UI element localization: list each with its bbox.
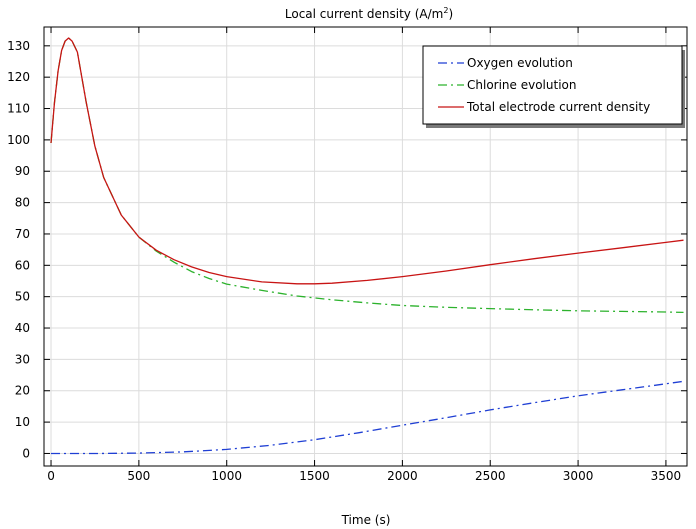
chart-title-end: ) [448,7,453,21]
x-tick-label: 1000 [211,469,242,483]
legend: Oxygen evolution Chlorine evolution Total … [422,45,685,128]
x-axis-title: Time (s) [341,513,391,527]
series-line-oxygen-evolution [51,380,684,455]
chart-title-main: Local current density (A/m [285,7,443,21]
chart-title: Local current density (A/m2) [285,6,453,21]
legend-box [422,45,683,125]
y-tick-label: 100 [7,133,30,147]
y-tick-label: 40 [15,321,30,335]
chart-title-superscript: 2 [443,6,448,15]
legend-label: Total electrode current density [466,100,650,114]
y-tick-label: 130 [7,39,30,53]
x-tick-label: 2500 [475,469,506,483]
y-tick-label: 20 [15,384,30,398]
legend-entries: Oxygen evolution Chlorine evolution Total … [438,56,650,114]
x-tick-label: 3000 [563,469,594,483]
plot-frame [43,26,688,467]
y-tick-label: 50 [15,290,30,304]
x-tick-label: 3500 [651,469,682,483]
y-tick-label: 60 [15,258,30,272]
y-tick-label: 120 [7,70,30,84]
y-tick-label: 90 [15,164,30,178]
legend-label: Oxygen evolution [467,56,573,70]
x-tick-label: 2000 [387,469,418,483]
y-tick-label: 70 [15,227,30,241]
legend-label: Chlorine evolution [467,78,576,92]
y-tick-label: 0 [22,446,30,460]
x-tick-label: 1500 [299,469,330,483]
ticks: 0 500 1000 1500 2000 2500 3000 3500 0 10 20 30 40 50 6… [7,27,687,483]
series-lines [50,37,684,455]
y-tick-label: 110 [7,102,30,116]
series-line-total-electrode-current-density [50,37,684,285]
y-tick-label: 10 [15,415,30,429]
y-tick-label: 30 [15,352,30,366]
series-line-chlorine-evolution [50,37,684,314]
y-tick-label: 80 [15,196,30,210]
x-tick-label: 0 [47,469,55,483]
x-tick-label: 500 [127,469,150,483]
grid [44,27,687,466]
